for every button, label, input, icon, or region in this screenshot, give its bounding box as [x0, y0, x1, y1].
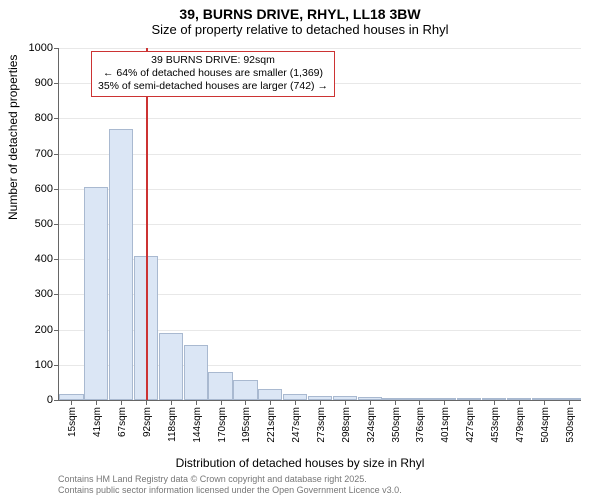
- footer-line-1: Contains HM Land Registry data © Crown c…: [58, 474, 402, 485]
- ytick-label: 800: [5, 112, 53, 124]
- xtick-label: 298sqm: [341, 407, 352, 443]
- ytick-mark: [54, 294, 59, 295]
- xtick-label: 195sqm: [241, 407, 252, 443]
- xtick-label: 376sqm: [415, 407, 426, 443]
- xtick-mark: [121, 400, 122, 405]
- histogram-bar: [109, 129, 133, 400]
- xtick-mark: [370, 400, 371, 405]
- xtick-mark: [146, 400, 147, 405]
- ytick-label: 900: [5, 77, 53, 89]
- ytick-mark: [54, 224, 59, 225]
- xtick-mark: [569, 400, 570, 405]
- ytick-label: 100: [5, 359, 53, 371]
- xtick-label: 350sqm: [391, 407, 402, 443]
- annotation-line: 35% of semi-detached houses are larger (…: [98, 80, 328, 93]
- xtick-mark: [196, 400, 197, 405]
- xtick-mark: [395, 400, 396, 405]
- xtick-label: 92sqm: [142, 407, 153, 437]
- xtick-mark: [71, 400, 72, 405]
- ytick-label: 200: [5, 324, 53, 336]
- gridline: [59, 224, 581, 225]
- ytick-mark: [54, 259, 59, 260]
- histogram-bar: [233, 380, 257, 400]
- property-marker-line: [146, 48, 148, 400]
- xtick-mark: [519, 400, 520, 405]
- footer-attribution: Contains HM Land Registry data © Crown c…: [58, 474, 402, 496]
- xtick-mark: [171, 400, 172, 405]
- xtick-label: 247sqm: [291, 407, 302, 443]
- ytick-label: 500: [5, 218, 53, 230]
- ytick-label: 300: [5, 288, 53, 300]
- histogram-bar: [258, 389, 282, 400]
- ytick-label: 700: [5, 148, 53, 160]
- xtick-label: 118sqm: [167, 407, 178, 442]
- ytick-label: 0: [5, 394, 53, 406]
- xtick-mark: [544, 400, 545, 405]
- gridline: [59, 118, 581, 119]
- xtick-label: 67sqm: [117, 407, 128, 437]
- xtick-mark: [444, 400, 445, 405]
- xtick-label: 401sqm: [440, 407, 451, 443]
- xtick-mark: [345, 400, 346, 405]
- xtick-mark: [494, 400, 495, 405]
- xtick-mark: [221, 400, 222, 405]
- xtick-mark: [295, 400, 296, 405]
- histogram-bar: [84, 187, 108, 400]
- annotation-box: 39 BURNS DRIVE: 92sqm← 64% of detached h…: [91, 51, 335, 97]
- ytick-mark: [54, 48, 59, 49]
- xtick-label: 504sqm: [540, 407, 551, 443]
- xtick-label: 427sqm: [465, 407, 476, 443]
- histogram-bar: [184, 345, 208, 400]
- xtick-mark: [320, 400, 321, 405]
- xtick-label: 170sqm: [217, 407, 228, 443]
- xtick-mark: [245, 400, 246, 405]
- ytick-mark: [54, 365, 59, 366]
- ytick-mark: [54, 189, 59, 190]
- ytick-label: 400: [5, 253, 53, 265]
- xtick-label: 324sqm: [366, 407, 377, 443]
- ytick-mark: [54, 118, 59, 119]
- plot-area: 0100200300400500600700800900100015sqm41s…: [58, 48, 581, 401]
- ytick-mark: [54, 330, 59, 331]
- xtick-mark: [96, 400, 97, 405]
- xtick-label: 273sqm: [316, 407, 327, 443]
- ytick-mark: [54, 83, 59, 84]
- gridline: [59, 154, 581, 155]
- histogram-bar: [159, 333, 183, 400]
- histogram-bar: [208, 372, 232, 400]
- chart-container: 39, BURNS DRIVE, RHYL, LL18 3BW Size of …: [0, 0, 600, 500]
- xtick-mark: [419, 400, 420, 405]
- gridline: [59, 48, 581, 49]
- annotation-line: 39 BURNS DRIVE: 92sqm: [98, 54, 328, 67]
- xtick-label: 15sqm: [67, 407, 78, 437]
- xtick-label: 479sqm: [515, 407, 526, 443]
- chart-title: 39, BURNS DRIVE, RHYL, LL18 3BW: [0, 0, 600, 22]
- xtick-label: 530sqm: [565, 407, 576, 443]
- annotation-line: ← 64% of detached houses are smaller (1,…: [98, 67, 328, 80]
- xtick-label: 221sqm: [266, 407, 277, 443]
- ytick-label: 1000: [5, 42, 53, 54]
- footer-line-2: Contains public sector information licen…: [58, 485, 402, 496]
- xtick-label: 144sqm: [192, 407, 203, 443]
- ytick-label: 600: [5, 183, 53, 195]
- ytick-mark: [54, 154, 59, 155]
- xtick-label: 453sqm: [490, 407, 501, 443]
- xtick-label: 41sqm: [92, 407, 103, 437]
- ytick-mark: [54, 400, 59, 401]
- x-axis-label: Distribution of detached houses by size …: [0, 456, 600, 470]
- chart-subtitle: Size of property relative to detached ho…: [0, 22, 600, 41]
- xtick-mark: [469, 400, 470, 405]
- xtick-mark: [270, 400, 271, 405]
- gridline: [59, 189, 581, 190]
